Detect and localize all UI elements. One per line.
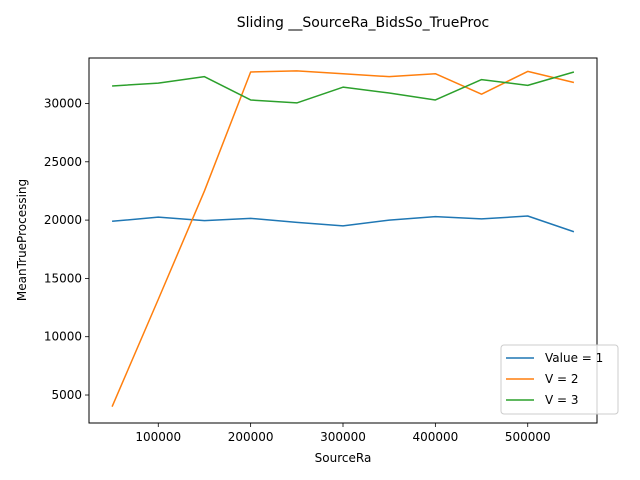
legend: Value = 1 V = 2 V = 3 [500,344,619,415]
x-tick-label: 200000 [228,430,274,444]
y-tick-label: 5000 [51,388,82,402]
legend-label: V = 3 [545,393,579,407]
legend-label: V = 2 [545,372,579,386]
x-tick-label: 300000 [320,430,366,444]
series-line-1 [112,215,575,233]
legend-label: Value = 1 [545,351,603,365]
y-tick-label: 10000 [44,330,82,344]
series-line-2 [111,70,575,407]
y-tick-label: 30000 [44,96,82,110]
y-tick-label: 25000 [44,155,82,169]
x-axis-label: SourceRa [315,451,372,465]
legend-box [500,344,619,415]
x-tick-label: 500000 [505,430,551,444]
x-tick-label: 100000 [135,430,181,444]
plot-lines [111,70,575,407]
series-line-3 [112,71,575,104]
y-axis-label: MeanTrueProcessing [15,179,29,301]
x-axis-ticks: 100000 200000 300000 400000 500000 [135,423,551,444]
x-tick-label: 400000 [412,430,458,444]
chart-title: Sliding __SourceRa_BidsSo_TrueProc [237,15,490,31]
y-tick-label: 15000 [44,271,82,285]
y-axis-ticks: 5000 10000 15000 20000 25000 30000 [44,96,89,402]
y-tick-label: 20000 [44,213,82,227]
